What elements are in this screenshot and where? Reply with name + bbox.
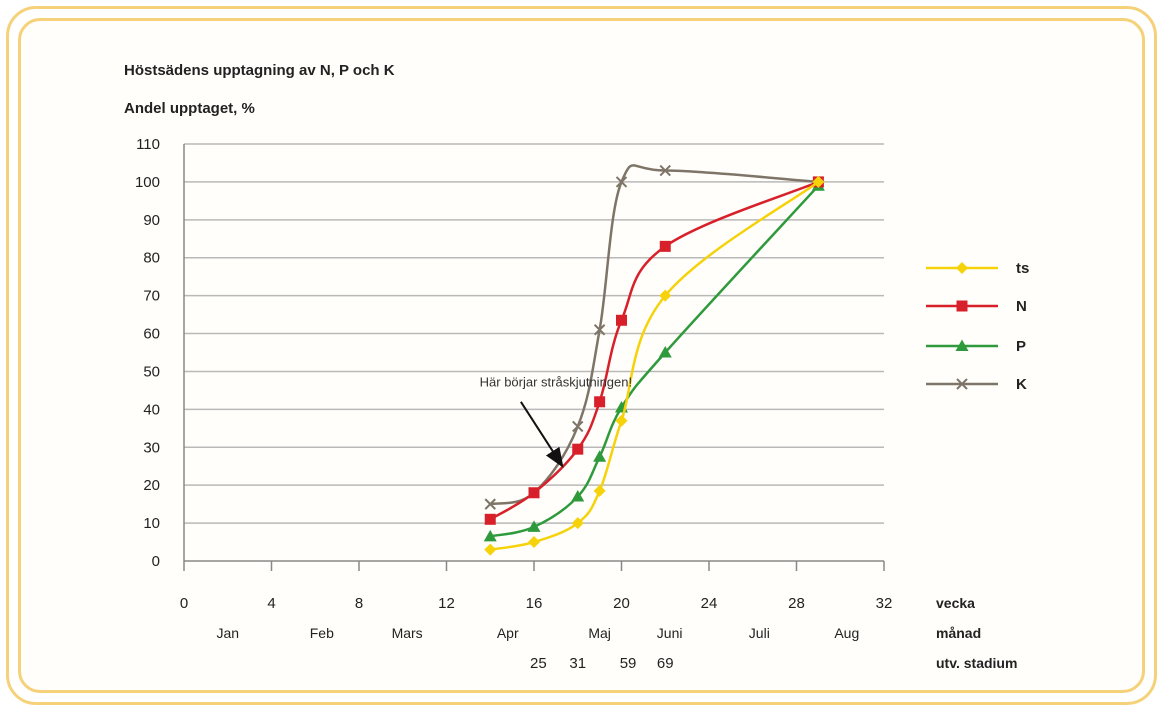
data-point-ts (571, 517, 584, 530)
y-tick-label: 80 (143, 250, 160, 267)
y-tick-label: 40 (143, 401, 160, 418)
legend-marker (956, 300, 968, 312)
data-point-p (527, 520, 541, 532)
data-point-ts (812, 175, 825, 188)
x-tick-label: 24 (701, 595, 718, 612)
y-tick-label: 10 (143, 515, 160, 532)
x-tick-label: 0 (180, 595, 188, 612)
data-point-n (572, 443, 584, 455)
series-n (484, 176, 824, 525)
y-tick-label: 50 (143, 363, 160, 380)
month-label: Jan (216, 625, 239, 641)
month-label: Juli (749, 625, 770, 641)
data-point-k (484, 498, 496, 510)
series-p (483, 179, 825, 542)
data-point-p (593, 450, 607, 462)
data-point-ts (615, 414, 628, 427)
x-marker-stroke (615, 176, 628, 188)
month-label: Mars (392, 625, 423, 641)
legend-item-p: P (926, 338, 1026, 355)
series-k (484, 164, 825, 510)
series-line-p (489, 184, 820, 538)
series-line-n (489, 180, 819, 521)
x-marker-stroke (659, 164, 671, 177)
data-point-n (616, 314, 627, 326)
stage-label: 69 (657, 655, 674, 672)
y-tick-label: 100 (135, 174, 160, 191)
data-point-k (572, 420, 584, 433)
chart-title: Höstsädens upptagning av N, P och K (124, 62, 395, 79)
inner-frame (18, 18, 1145, 693)
stage-label: 59 (620, 655, 637, 672)
series-line-k (489, 164, 819, 506)
data-point-k (615, 176, 628, 188)
y-tick-label: 0 (152, 553, 160, 570)
y-tick-label: 110 (136, 136, 160, 153)
x-tick-label: 8 (355, 595, 363, 612)
data-point-k (593, 324, 606, 336)
legend-marker (956, 262, 968, 274)
data-point-n (528, 487, 540, 499)
month-label: Juni (657, 625, 683, 641)
x-tick-label: 20 (613, 595, 630, 612)
x-marker-stroke (593, 324, 606, 336)
x-tick-label: 32 (876, 595, 893, 612)
data-point-p (571, 490, 585, 502)
y-tick-label: 70 (143, 288, 160, 305)
y-tick-label: 90 (143, 212, 160, 229)
x-marker-stroke (484, 498, 496, 510)
series-line-ts (490, 180, 820, 551)
legend-item-k: K (926, 376, 1027, 393)
month-label: Feb (310, 625, 334, 641)
stage-label: 31 (569, 655, 586, 672)
annotation-text: Här börjar stråskjutningen! (480, 375, 632, 390)
data-point-ts (484, 543, 497, 556)
data-point-ts (593, 484, 606, 497)
data-point-n (659, 240, 671, 252)
data-point-k (659, 164, 671, 177)
data-point-p (483, 529, 497, 542)
legend-label: ts (1016, 260, 1029, 277)
y-tick-label: 30 (143, 439, 160, 456)
legend-marker (956, 378, 968, 390)
series-ts (484, 175, 825, 556)
data-point-p (658, 346, 672, 358)
month-label: Aug (834, 625, 859, 641)
x-row-label: månad (936, 625, 981, 641)
legend-label: P (1016, 338, 1026, 355)
y-axis-label: Andel upptaget, % (124, 100, 255, 117)
legend-item-ts: ts (926, 260, 1029, 277)
legend-item-n: N (926, 298, 1027, 315)
x-tick-label: 28 (788, 595, 805, 612)
legend-label: N (1016, 298, 1027, 315)
month-label: Maj (588, 625, 611, 641)
annotation-arrow (520, 401, 564, 468)
x-tick-label: 12 (438, 595, 455, 612)
legend-label: K (1016, 376, 1027, 393)
outer-frame (6, 6, 1157, 705)
y-tick-label: 20 (143, 477, 160, 494)
x-tick-label: 4 (267, 595, 275, 612)
month-label: Apr (497, 625, 519, 641)
data-point-ts (659, 289, 672, 302)
x-tick-label: 16 (526, 595, 543, 612)
y-tick-label: 60 (143, 326, 160, 343)
x-marker-stroke (956, 378, 968, 390)
x-marker-stroke (572, 420, 584, 433)
x-row-label: vecka (936, 595, 975, 611)
data-point-n (484, 513, 496, 525)
x-row-label: utv. stadium (936, 655, 1017, 671)
legend-marker (955, 339, 969, 351)
data-point-ts (528, 536, 540, 549)
stage-label: 25 (530, 655, 547, 672)
data-point-n (594, 396, 606, 408)
